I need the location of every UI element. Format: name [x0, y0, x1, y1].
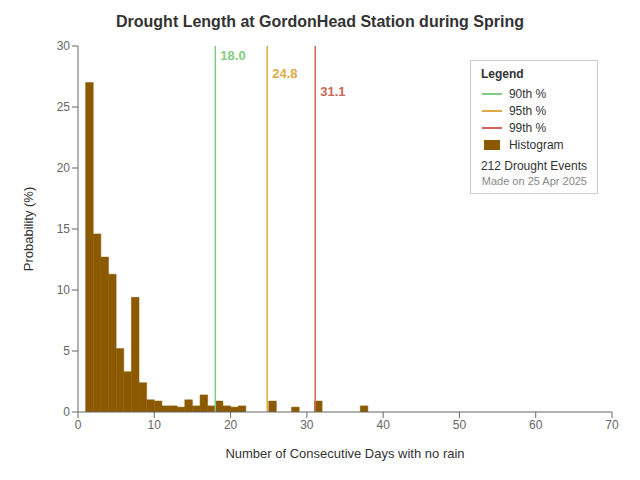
svg-text:10: 10 — [148, 418, 162, 432]
svg-text:50: 50 — [453, 418, 467, 432]
html-text:Histogram: Histogram — [508, 137, 564, 152]
html-text:95th %: 95th % — [508, 103, 547, 118]
svg-text:5: 5 — [63, 344, 70, 358]
svg-text:31.1: 31.1 — [320, 84, 345, 99]
svg-text:18.0: 18.0 — [220, 48, 245, 63]
html-text:Drought Length at GordonHead S: Drought Length at GordonHead Station dur… — [116, 13, 524, 30]
svg-text:20: 20 — [224, 418, 238, 432]
svg-text:60: 60 — [529, 418, 543, 432]
svg-text:24.8: 24.8 — [272, 66, 297, 81]
svg-text:40: 40 — [376, 418, 390, 432]
svg-text:15: 15 — [57, 222, 71, 236]
svg-text:30: 30 — [57, 39, 71, 53]
html-text:90th %: 90th % — [508, 86, 547, 101]
svg-text:70: 70 — [605, 418, 619, 432]
svg-text:20: 20 — [57, 161, 71, 175]
svg-text:0: 0 — [75, 418, 82, 432]
svg-text:10: 10 — [57, 283, 71, 297]
svg-text:Probability (%): Probability (%) — [21, 187, 36, 272]
svg-text:25: 25 — [57, 100, 71, 114]
svg-text:0: 0 — [63, 405, 70, 419]
svg-text:Number of Consecutive Days wit: Number of Consecutive Days with no rain — [225, 446, 464, 461]
svg-text:30: 30 — [300, 418, 314, 432]
html-text:99th %: 99th % — [508, 120, 547, 135]
html-text:Legend: Legend — [480, 67, 524, 81]
html-text:212 Drought Events: 212 Drought Events — [480, 159, 587, 173]
html-text:Made on 25 Apr 2025: Made on 25 Apr 2025 — [481, 175, 587, 187]
